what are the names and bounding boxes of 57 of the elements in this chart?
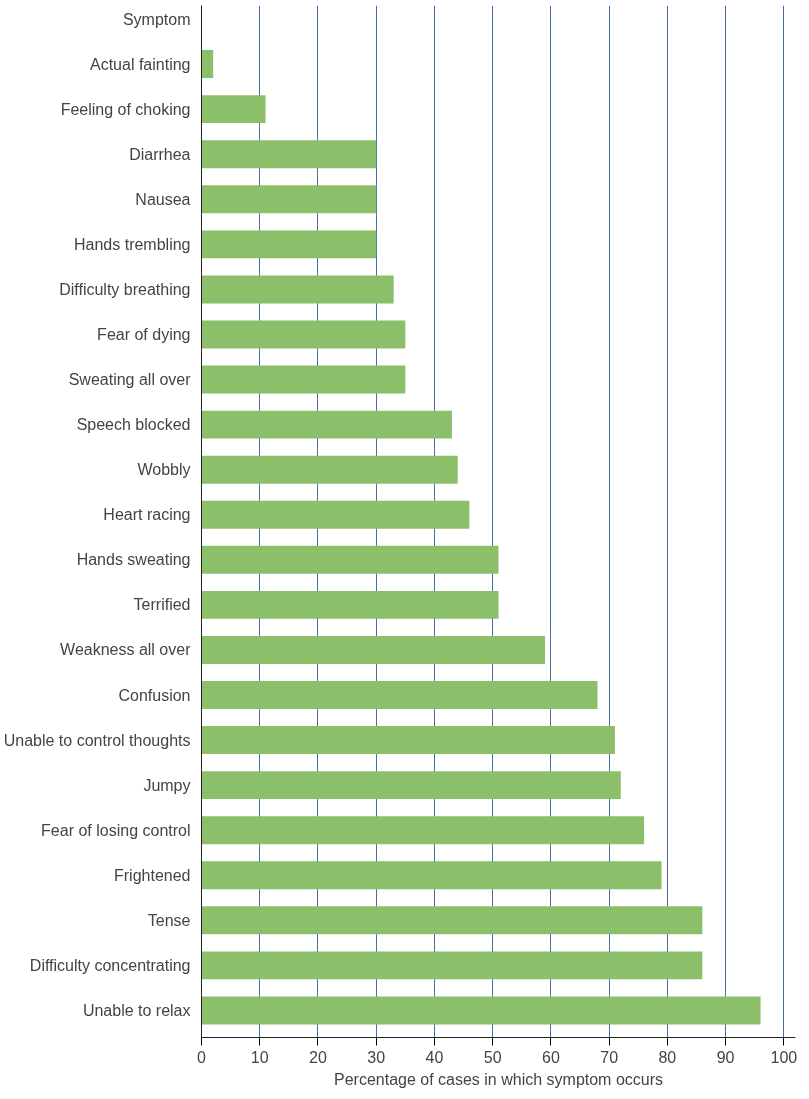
- y-tick-label: Fear of losing control: [41, 821, 191, 839]
- y-tick-label: Diarrhea: [129, 145, 191, 163]
- x-tick-label: 0: [197, 1048, 207, 1066]
- x-tick-label: 10: [250, 1048, 269, 1066]
- bar: [201, 861, 662, 890]
- y-tick-label: Difficulty breathing: [59, 280, 191, 298]
- y-tick-label: Sweating all over: [68, 371, 192, 389]
- bar: [201, 681, 598, 709]
- bar: [201, 906, 703, 935]
- y-tick-label: Weakness all over: [60, 641, 192, 659]
- bar: [201, 726, 615, 755]
- bar: [201, 816, 645, 845]
- bar: [201, 230, 377, 259]
- y-tick-label: Confusion: [118, 686, 191, 704]
- y-tick-label: Unable to control thoughts: [3, 731, 191, 749]
- y-tick-label: Jumpy: [143, 776, 191, 794]
- bar: [201, 50, 214, 79]
- y-tick-label: Frightened: [114, 866, 191, 884]
- y-tick-label: Unable to relax: [82, 1001, 191, 1019]
- bar: [201, 771, 621, 800]
- x-tick-label: 20: [309, 1048, 327, 1066]
- x-tick-label: 30: [367, 1048, 386, 1066]
- x-tick-label: 70: [600, 1048, 619, 1066]
- bar: [201, 320, 406, 349]
- y-tick-label: Terrified: [133, 596, 191, 614]
- bar: [201, 275, 394, 304]
- bar: [201, 545, 499, 574]
- y-tick-label: Tense: [147, 911, 191, 929]
- y-tick-label: Difficulty concentrating: [29, 956, 191, 974]
- x-tick-label: 40: [425, 1048, 444, 1066]
- y-tick-label: Actual fainting: [89, 55, 191, 73]
- bar: [201, 951, 703, 980]
- bar: [201, 410, 452, 439]
- x-tick-label: 90: [716, 1048, 735, 1066]
- bar: [201, 996, 761, 1025]
- y-tick-label: Hands trembling: [74, 235, 191, 253]
- x-axis-title: Percentage of cases in which symptom occurs: [333, 1070, 664, 1088]
- bar: [201, 635, 546, 664]
- x-tick-label: 80: [658, 1048, 677, 1066]
- bar: [201, 95, 266, 124]
- y-tick-label: Wobbly: [137, 461, 191, 479]
- bar: [201, 455, 458, 484]
- y-tick-label: Hands sweating: [76, 551, 191, 569]
- y-tick-label: Fear of dying: [97, 325, 191, 343]
- x-tick-label: 60: [542, 1048, 560, 1066]
- x-tick-label: 50: [483, 1048, 502, 1066]
- y-tick-label: Heart racing: [103, 506, 191, 524]
- y-tick-label: Speech blocked: [76, 416, 191, 434]
- bar: [201, 185, 377, 214]
- x-tick-label: 100: [770, 1048, 798, 1066]
- y-tick-label: Nausea: [135, 190, 191, 208]
- bar: [201, 500, 470, 529]
- y-axis-title: Symptom: [122, 10, 191, 28]
- bar: [201, 590, 499, 619]
- bar: [201, 140, 377, 169]
- y-tick-label: Feeling of choking: [60, 100, 191, 118]
- bar: [201, 365, 406, 394]
